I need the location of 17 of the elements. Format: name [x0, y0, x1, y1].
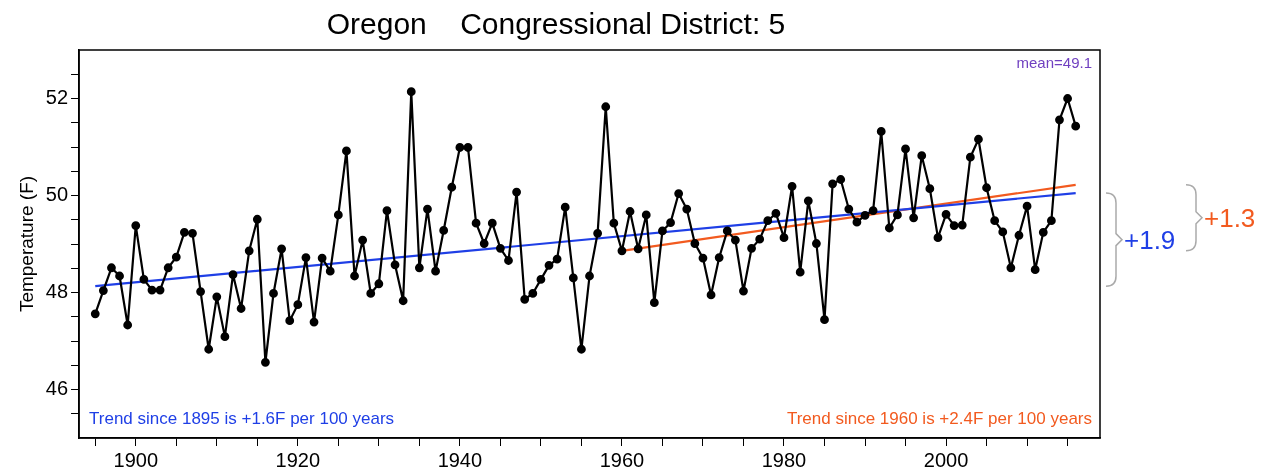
- x-tick-label: 1940: [437, 448, 483, 471]
- x-tick-label: 1960: [599, 448, 645, 471]
- y-axis-title: Temperature (F): [15, 175, 37, 313]
- x-tick-label: 1900: [113, 448, 159, 471]
- y-tick-label: 52: [45, 86, 69, 109]
- annotation: mean=49.1: [1016, 53, 1092, 71]
- text: +1.3: [1204, 202, 1256, 233]
- y-tick-label: 46: [45, 377, 69, 400]
- x-tick-label: 2000: [923, 448, 969, 471]
- chart-title: Oregon Congressional District: 5: [326, 7, 786, 41]
- y-tick-label: 48: [45, 280, 69, 303]
- x-tick-label: 1980: [761, 448, 807, 471]
- y-tick-label: 50: [45, 183, 69, 206]
- annotation: Trend since 1960 is +2.4F per 100 years: [786, 409, 1092, 429]
- text: +1.9: [1124, 224, 1176, 255]
- x-tick-label: 1920: [275, 448, 321, 471]
- annotation: Trend since 1895 is +1.6F per 100 years: [89, 409, 395, 429]
